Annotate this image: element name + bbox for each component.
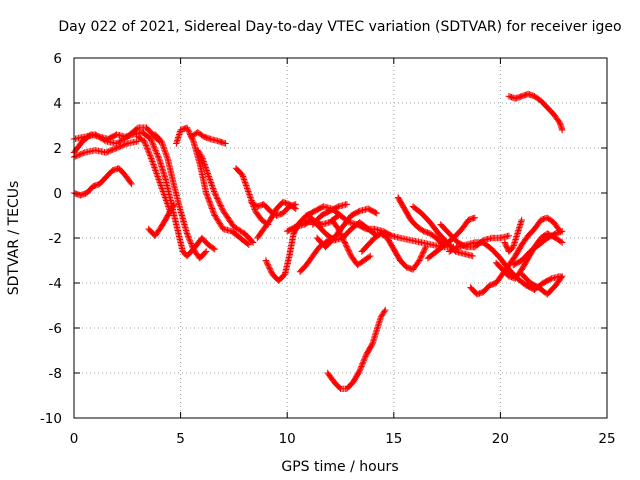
data-series-arc-14 xyxy=(254,198,299,242)
data-point-markers xyxy=(424,214,478,262)
y-tick-label: -4 xyxy=(49,276,62,292)
y-tick-label: -8 xyxy=(49,366,62,382)
data-point-markers xyxy=(145,201,178,239)
x-tick-label: 15 xyxy=(385,431,402,447)
data-point-markers xyxy=(409,203,476,260)
data-series-arc-35 xyxy=(518,270,566,298)
plot-frame xyxy=(73,57,608,419)
data-series-arc-22 xyxy=(309,201,351,228)
data-point-markers xyxy=(394,194,446,248)
data-series-arc-6 xyxy=(139,129,218,260)
data-point-markers xyxy=(518,270,566,298)
chart-title: Day 022 of 2021, Sidereal Day-to-day VTE… xyxy=(58,19,621,35)
y-tick-label: 4 xyxy=(53,96,62,112)
data-point-markers xyxy=(188,129,229,147)
data-point-markers xyxy=(501,216,525,255)
y-tick-label: -6 xyxy=(49,321,62,337)
data-point-markers xyxy=(173,124,252,248)
data-series-arc-33 xyxy=(501,216,525,255)
x-tick-label: 10 xyxy=(279,431,296,447)
data-point-markers xyxy=(232,165,272,228)
data-series-arc-20 xyxy=(313,205,380,251)
data-series-arc-8 xyxy=(151,131,210,262)
data-series-arc-30 xyxy=(467,214,564,298)
data-point-markers xyxy=(505,90,566,134)
x-tick-label: 5 xyxy=(176,431,185,447)
data-series-arc-21 xyxy=(328,216,374,269)
y-tick-label: -10 xyxy=(40,411,62,427)
x-tick-label: 20 xyxy=(492,431,509,447)
data-point-markers xyxy=(139,129,218,260)
data-point-markers xyxy=(328,216,374,269)
data-point-markers xyxy=(313,205,380,251)
data-point-markers xyxy=(324,306,389,392)
axis-tick-labels: 0 5 10 15 20 25 -10 -8 -6 -4 -2 0 2 4 6 xyxy=(40,51,616,447)
data-point-markers xyxy=(467,214,564,298)
data-series-arc-9 xyxy=(173,124,252,248)
data-marks xyxy=(70,90,566,392)
data-series-arc-25 xyxy=(394,194,446,248)
data-point-markers xyxy=(358,230,429,273)
data-point-markers xyxy=(309,201,351,228)
y-tick-label: 6 xyxy=(53,51,62,67)
data-point-markers xyxy=(254,198,299,242)
data-series-arc-12 xyxy=(232,165,272,228)
data-point-markers xyxy=(510,228,566,269)
y-tick-label: 2 xyxy=(53,141,62,157)
y-axis-label: SDTVAR / TECUs xyxy=(6,181,22,296)
data-series-arc-36 xyxy=(505,90,566,134)
x-axis-label: GPS time / hours xyxy=(281,459,398,475)
data-series-arc-27 xyxy=(424,214,478,262)
x-tick-label: 0 xyxy=(70,431,79,447)
data-series-arc-26 xyxy=(409,203,476,260)
data-series-arc-34 xyxy=(510,228,566,269)
y-tick-label: -2 xyxy=(49,231,62,247)
y-tick-label: 0 xyxy=(53,186,62,202)
data-point-markers xyxy=(134,133,174,215)
data-series-arc-10 xyxy=(188,129,229,147)
x-tick-label: 25 xyxy=(598,431,615,447)
data-series-arc-11 xyxy=(194,147,257,246)
data-point-markers xyxy=(194,147,257,246)
data-series-arc-7 xyxy=(145,201,178,239)
data-series-arc-23 xyxy=(324,306,389,392)
data-series-arc-5 xyxy=(134,133,174,215)
data-point-markers xyxy=(151,131,210,262)
data-series-arc-24 xyxy=(358,230,429,273)
